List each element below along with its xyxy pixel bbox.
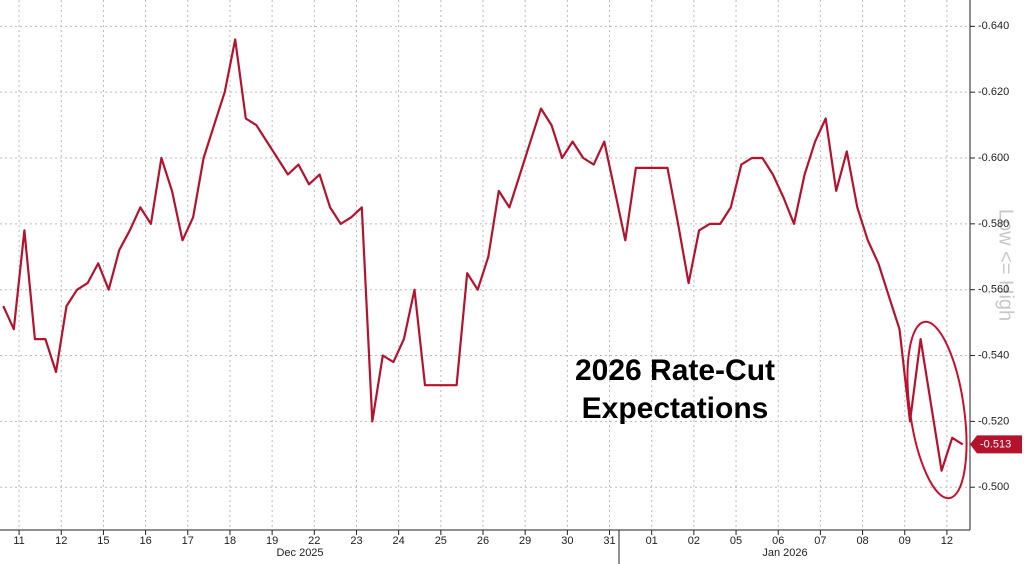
x-tick-label: 26 — [477, 535, 489, 547]
x-tick-label: 02 — [688, 535, 700, 547]
y-tick-label: -0.540 — [978, 349, 1009, 361]
x-tick-label: 09 — [899, 535, 911, 547]
x-tick-label: 07 — [814, 535, 826, 547]
y-tick-label: -0.580 — [978, 218, 1009, 230]
x-tick-label: 23 — [350, 535, 362, 547]
x-tick-label: 15 — [97, 535, 109, 547]
month-label: Dec 2025 — [276, 547, 323, 559]
annotation: Expectations — [582, 392, 769, 425]
month-label: Jan 2026 — [762, 547, 807, 559]
x-tick-label: 06 — [772, 535, 784, 547]
y-tick-label: -0.520 — [978, 415, 1009, 427]
x-tick-label: 12 — [55, 535, 67, 547]
x-tick-label: 18 — [224, 535, 236, 547]
x-tick-label: 19 — [266, 535, 278, 547]
y-tick-label: -0.640 — [978, 20, 1009, 32]
x-tick-label: 25 — [435, 535, 447, 547]
y-tick-label: -0.560 — [978, 284, 1009, 296]
x-tick-label: 30 — [561, 535, 573, 547]
plot: -0.500 -0.520 -0.540 -0.560 -0.580 -0.600 -0.6… — [2, 20, 1022, 547]
x-tick-label: 22 — [308, 535, 320, 547]
x-tick-label: 08 — [856, 535, 868, 547]
x-tick-label: 01 — [646, 535, 658, 547]
x-tick-label: 05 — [730, 535, 742, 547]
y-tick-label: -0.500 — [978, 481, 1009, 493]
x-tick-label: 16 — [139, 535, 151, 547]
x-tick-label: 12 — [941, 535, 953, 547]
x-tick-label: 29 — [519, 535, 531, 547]
y-tick-label: -0.620 — [978, 86, 1009, 98]
line-series — [2, 38, 964, 472]
y-axis-label: Low <= High — [995, 209, 1017, 321]
y-tick-label: -0.600 — [978, 152, 1009, 164]
x-tick-label: 11 — [13, 535, 24, 547]
x-tick-label: 17 — [182, 535, 194, 547]
current-value-label: -0.513 — [980, 438, 1011, 450]
x-tick-label: 31 — [603, 535, 615, 547]
annotation: 2026 Rate-Cut — [575, 354, 775, 387]
current-value-box — [970, 435, 1022, 454]
x-tick-label: 24 — [393, 535, 405, 547]
